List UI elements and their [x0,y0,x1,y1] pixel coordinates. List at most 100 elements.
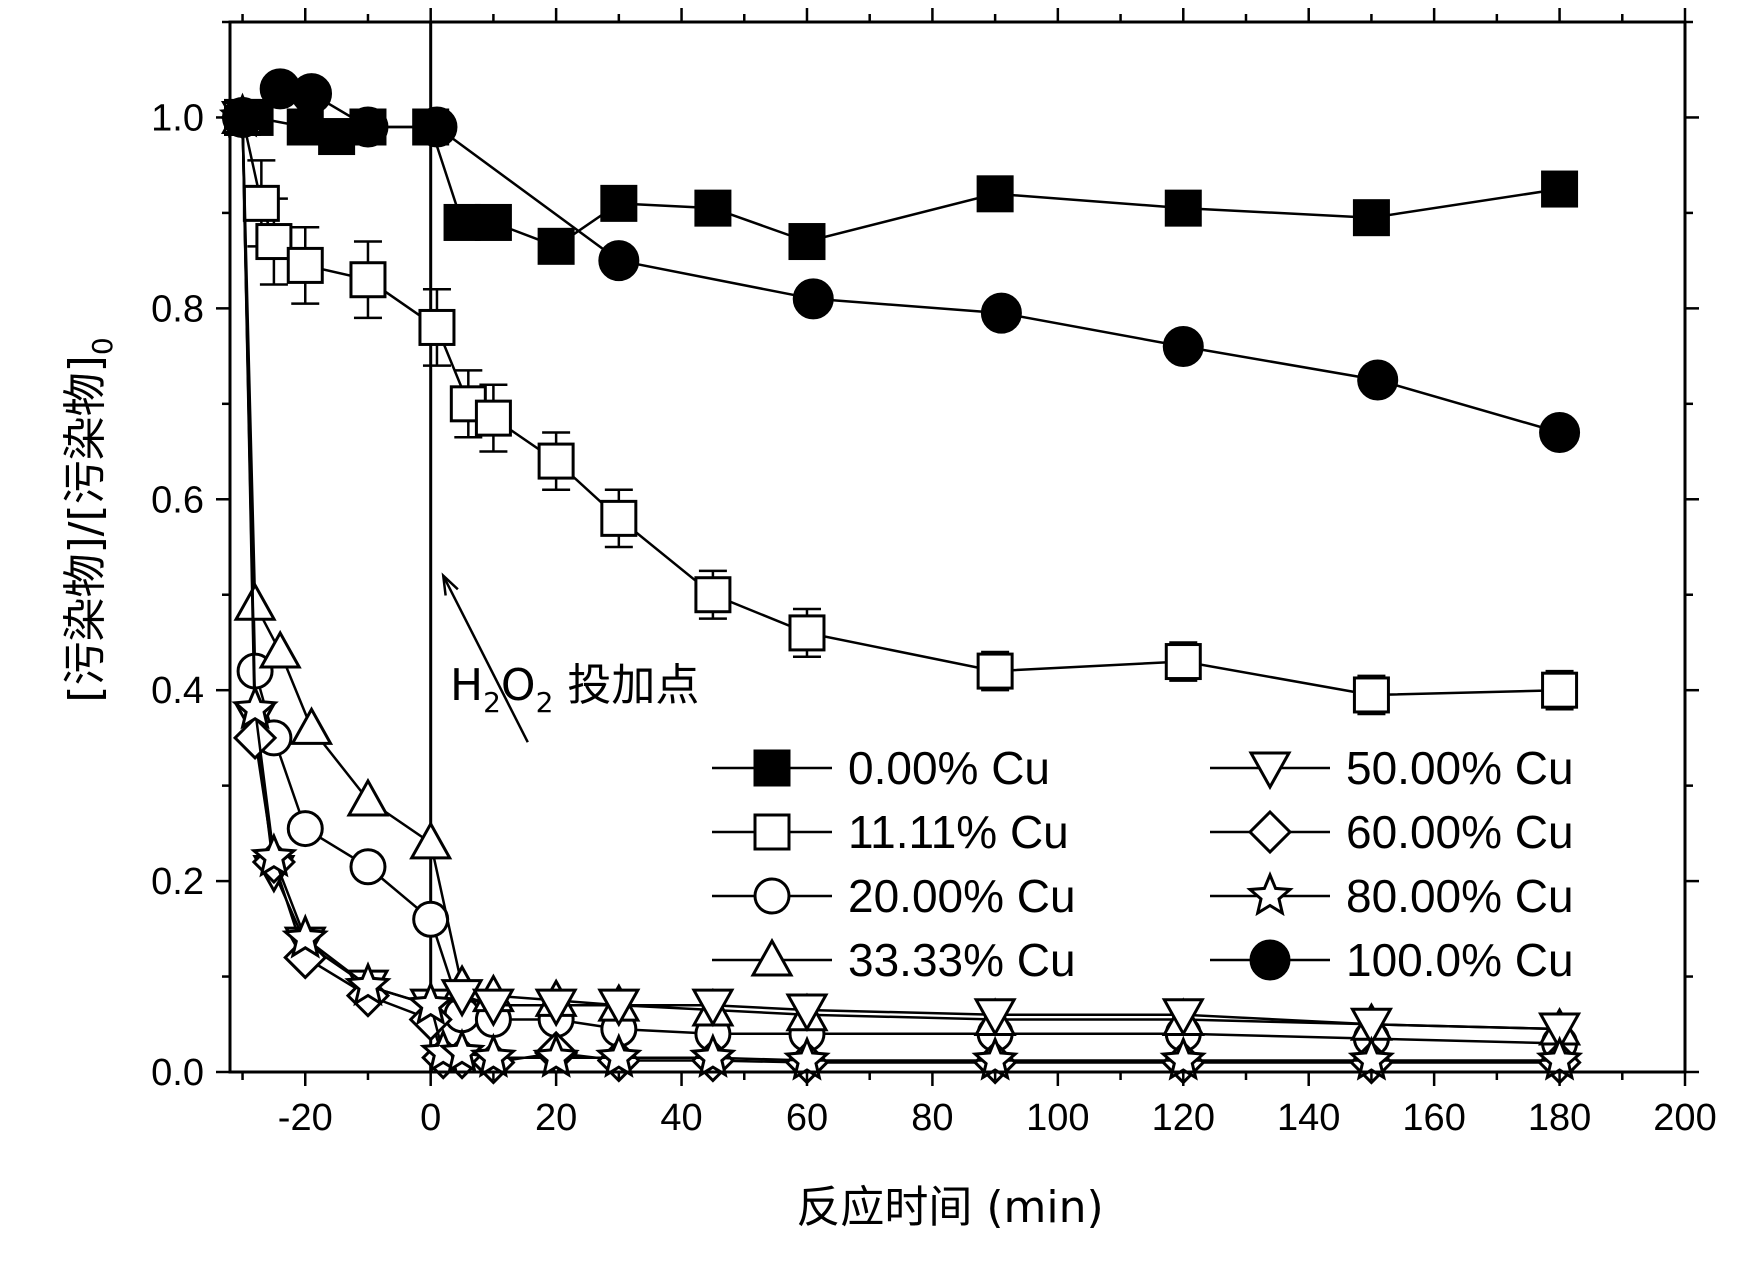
legend-item: 100.0% Cu [1210,934,1574,986]
legend-marker [1247,809,1293,855]
x-tick-label: 120 [1152,1097,1215,1139]
data-point [1352,199,1390,237]
data-point [976,652,1014,690]
data-point [598,240,640,282]
legend-item: 60.00% Cu [1210,806,1574,858]
data-point [443,203,481,241]
y-tick-label: 0.6 [151,479,204,521]
legend-item: 20.00% Cu [712,870,1076,922]
data-point [418,308,456,346]
legend-marker [753,749,791,787]
y-tick-label: 0.4 [151,670,204,712]
annotation-text: H2O2 投加点 [450,660,699,719]
data-point [1164,643,1202,681]
data-point [980,292,1022,334]
axes [216,8,1699,1086]
data-point [250,832,298,878]
x-tick-label: 100 [1026,1097,1089,1139]
data-point [286,246,324,284]
data-point [291,73,333,115]
data-point [438,1027,486,1074]
data-point [532,1032,580,1078]
data-point [412,900,450,938]
legend-marker [753,877,791,915]
data-point [597,988,641,1028]
legend-item: 11.11% Cu [712,806,1069,858]
data-point [1162,326,1204,368]
y-tick-label: 0.0 [151,1052,204,1094]
annotation-arrow [442,575,529,743]
data-point [474,203,512,241]
data-point [406,980,455,1026]
data-point [534,988,578,1028]
data-point [788,614,826,652]
data-point [792,278,834,320]
data-point [1541,671,1579,709]
legend-item: 0.00% Cu [712,742,1050,794]
x-tick-label: 0 [420,1097,441,1139]
data-point [1357,359,1399,401]
legend-label: 80.00% Cu [1346,870,1574,922]
data-point [349,261,387,299]
x-tick-label: 140 [1277,1097,1340,1139]
data-point [474,399,512,437]
x-tick-label: 60 [786,1097,828,1139]
x-axis-title: 反应时间 (min) [796,1182,1103,1233]
data-point [694,189,732,227]
legend: 0.00% Cu 11.11% Cu 20.00% Cu 33.33% Cu 50.00… [712,742,1574,986]
legend-label: 100.0% Cu [1346,934,1574,986]
data-point [469,1032,518,1078]
data-point [537,227,575,265]
legend-item: 33.33% Cu [712,934,1076,986]
legend-item: 80.00% Cu [1210,870,1574,922]
y-axis-title: [污染物]/[污染物]0 [60,337,119,702]
data-point [537,442,575,480]
data-point [344,961,392,1007]
plot-area [218,22,1584,1085]
data-point [347,106,389,148]
data-point [976,175,1014,213]
data-point [233,582,277,621]
annotation-arrowhead [441,572,459,596]
legend-label: 20.00% Cu [848,870,1076,922]
data-point [1347,1035,1396,1081]
data-point [1352,676,1390,714]
x-tick-label: 200 [1653,1097,1716,1139]
legend-marker [750,937,794,977]
data-point [231,684,279,730]
data-point [255,223,293,261]
x-tick-label: 180 [1528,1097,1591,1139]
h2o2-annotation: H2O2 投加点 [450,660,699,719]
data-point [971,1035,1019,1081]
plot-frame [228,20,1687,1074]
legend-marker [753,813,791,851]
data-point [783,1035,831,1081]
data-point [1161,998,1205,1037]
x-tick-label: 160 [1402,1097,1465,1139]
y-axis-title-main: [污染物]/[污染物] [60,355,111,703]
data-point [600,499,638,537]
data-point [232,715,278,761]
legend-label: 0.00% Cu [848,742,1050,794]
data-point [349,848,387,886]
data-point [346,777,390,817]
legend-label: 11.11% Cu [848,806,1069,858]
legend-label: 33.33% Cu [848,934,1076,986]
data-point [471,988,515,1028]
data-point [595,1032,643,1078]
data-point [258,629,302,669]
legend-marker [1249,939,1291,981]
series-6 [218,92,1584,1081]
tick-labels: -20 0 20 40 60 80 100 120 140 160 180 200 0.0 0.2 0.4 0… [151,97,1717,1139]
data-point [318,118,356,156]
legend-item: 50.00% Cu [1210,742,1574,794]
x-tick-label: 40 [660,1097,702,1139]
data-point [1164,189,1202,227]
series-1 [224,98,1579,716]
y-tick-label: 1.0 [151,97,204,139]
data-point [1535,1035,1584,1081]
data-point [242,184,280,222]
data-point [785,993,829,1033]
y-axis-title-subscript: 0 [86,337,119,355]
